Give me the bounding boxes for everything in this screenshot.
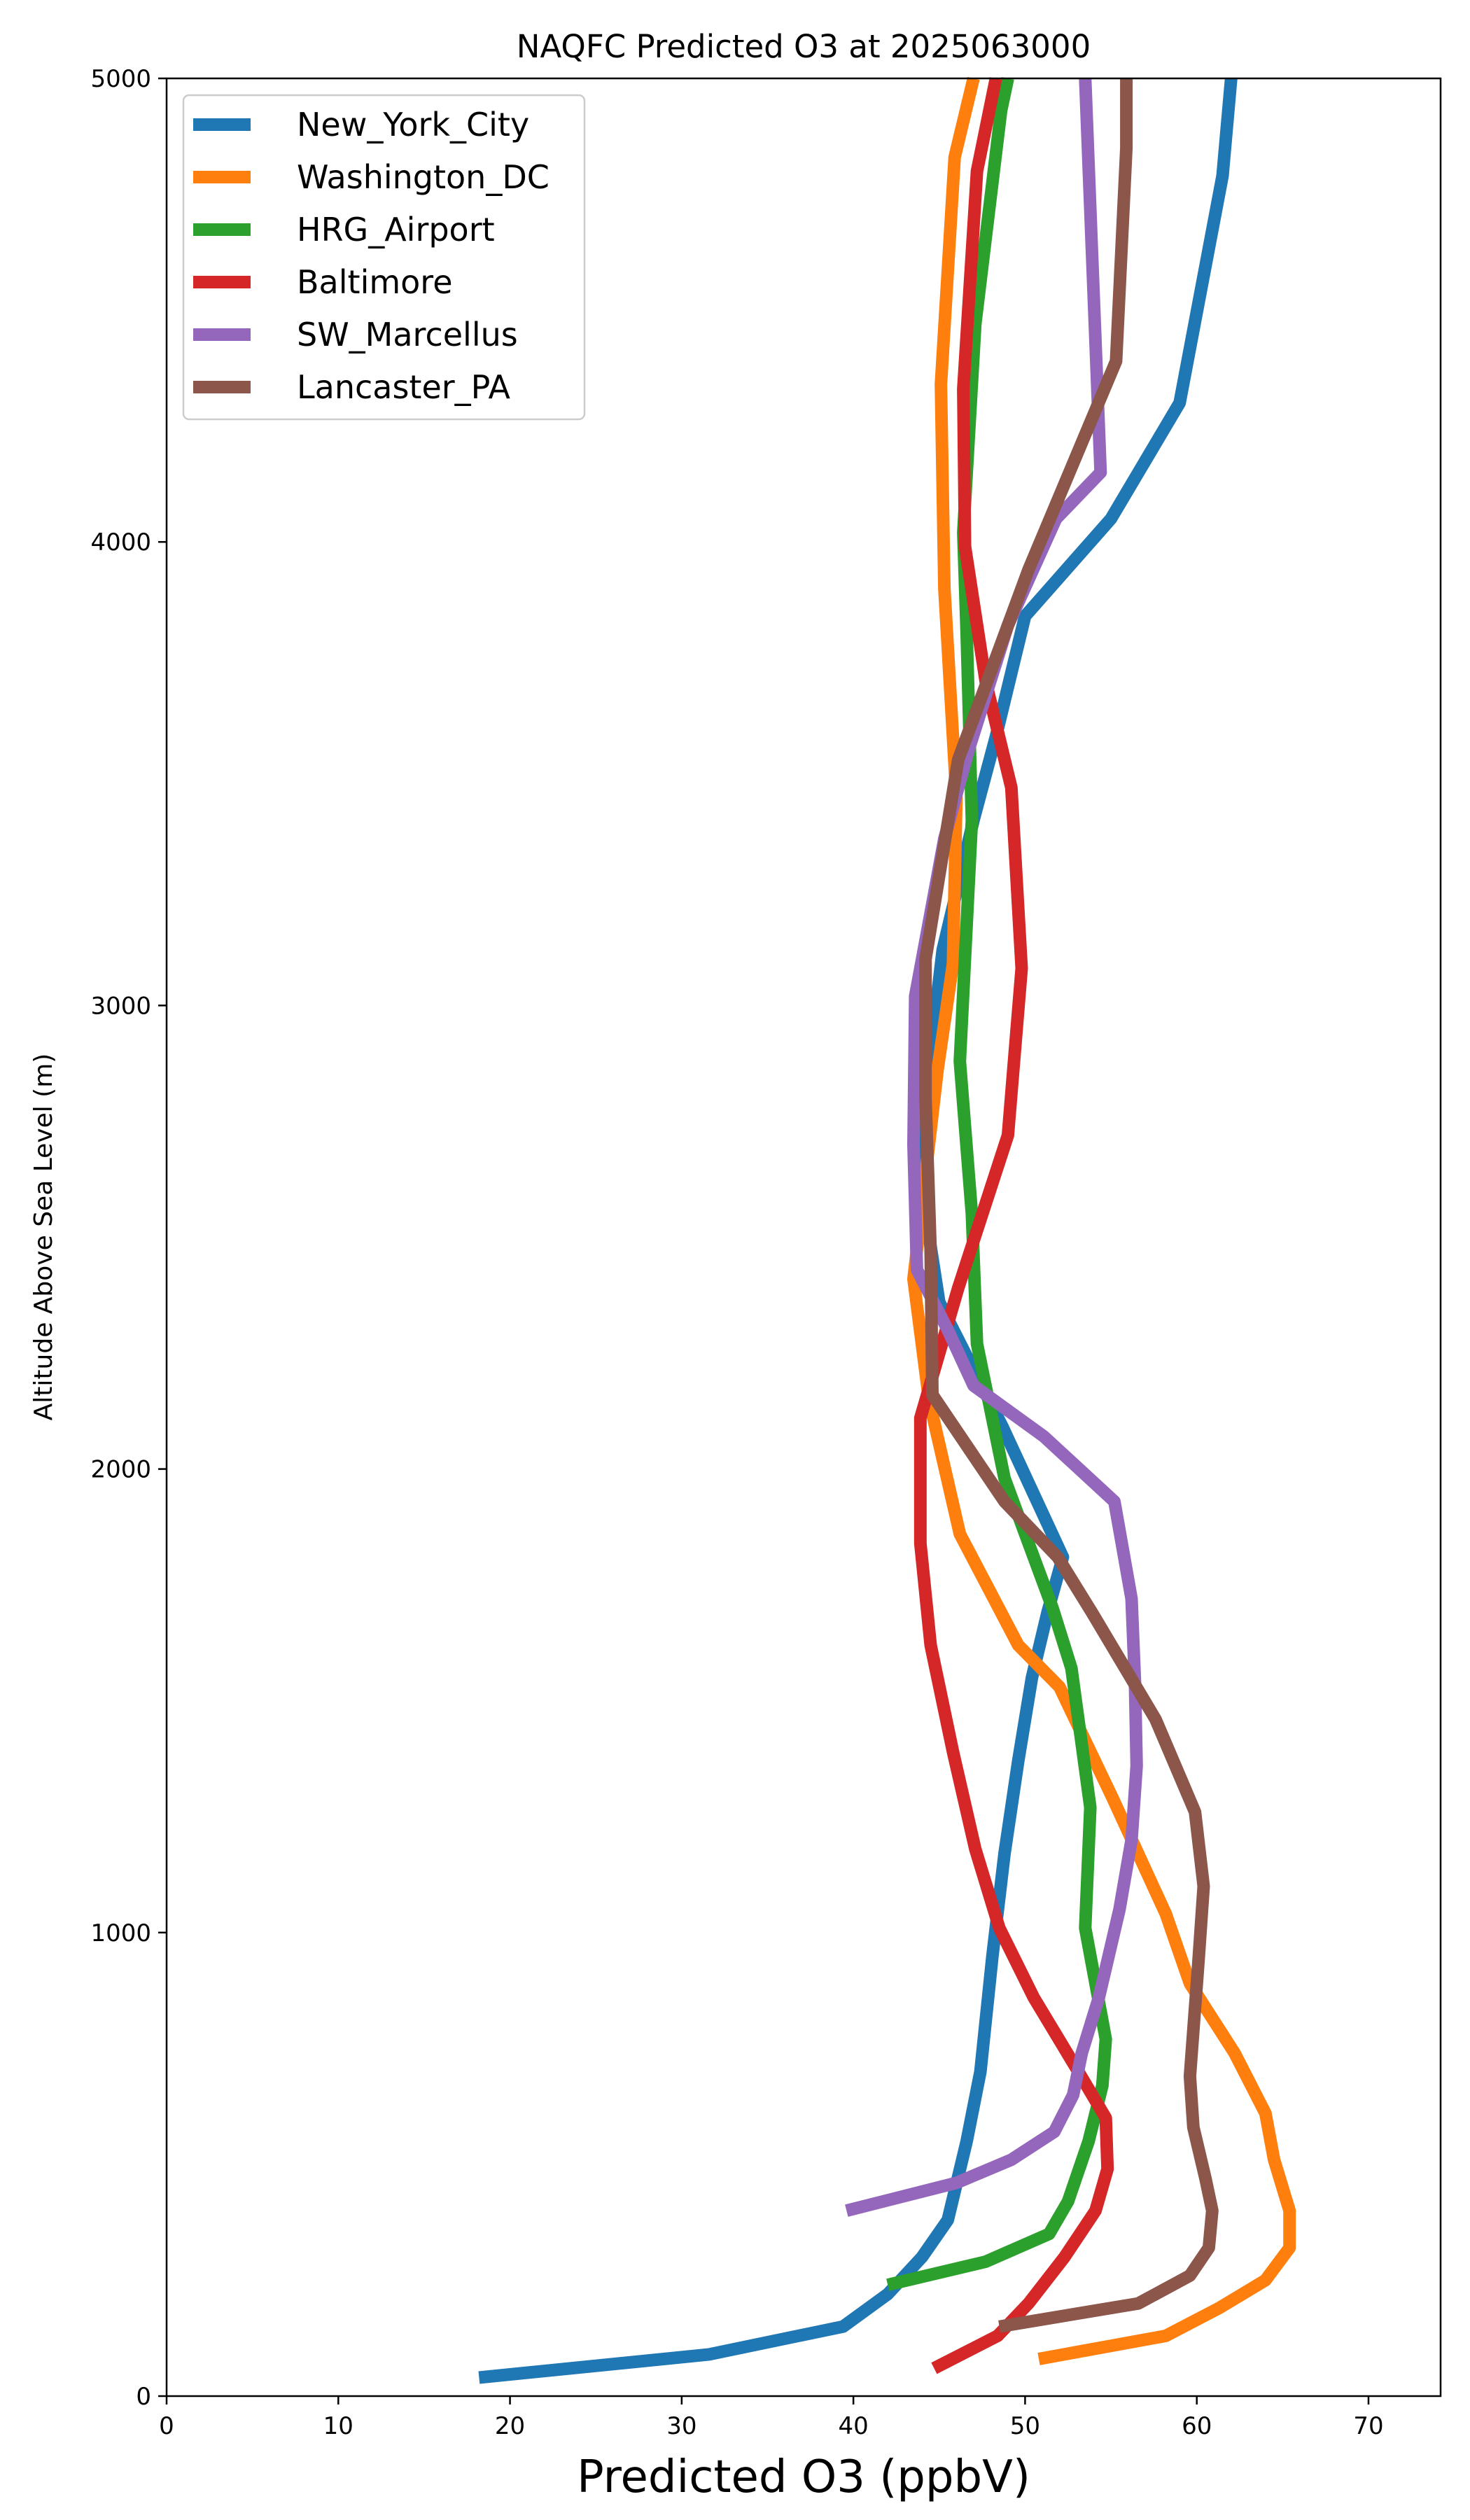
legend-label: HRG_Airport: [297, 211, 495, 248]
x-tick-label: 10: [323, 2412, 354, 2440]
legend-label: Baltimore: [297, 263, 453, 301]
series-line-baltimore: [913, 77, 1114, 2374]
x-tick-label: 50: [1010, 2412, 1040, 2440]
plot-frame: [165, 77, 1442, 2398]
x-tick-label: 40: [838, 2412, 868, 2440]
x-axis: 0 10 20 30 40 50 60 70: [159, 2396, 1384, 2440]
y-tick-label: 5000: [90, 65, 151, 93]
y-axis-label: Altitude Above Sea Level (m): [29, 1054, 58, 1421]
x-tick-label: 20: [495, 2412, 525, 2440]
y-tick-label: 1000: [90, 1919, 151, 1947]
x-tick-label: 30: [666, 2412, 696, 2440]
legend: New_York_City Washington_DC HRG_Airport Bal…: [182, 94, 586, 421]
legend-label: Lancaster_PA: [297, 368, 510, 406]
y-tick-label: 2000: [90, 1456, 151, 1484]
y-axis: 0 1000 2000 3000 4000 5000: [90, 65, 167, 2411]
x-axis-label: Predicted O3 (ppbV): [577, 2451, 1030, 2503]
x-tick-label: 0: [159, 2412, 174, 2440]
x-tick-label: 60: [1182, 2412, 1212, 2440]
legend-box: [182, 94, 586, 421]
y-tick-label: 3000: [90, 992, 151, 1020]
chart-title: NAQFC Predicted O3 at 2025063000: [517, 28, 1091, 65]
series-line-lancaster-pa: [919, 78, 1219, 2333]
series-line-new-york-city: [478, 78, 1238, 2384]
y-tick-label: 0: [136, 2383, 151, 2411]
y-tick-label: 4000: [90, 528, 151, 556]
x-tick-label: 70: [1353, 2412, 1383, 2440]
legend-label: New_York_City: [297, 106, 529, 144]
legend-label: Washington_DC: [297, 158, 550, 196]
legend-label: SW_Marcellus: [297, 316, 518, 354]
series-layer: [478, 76, 1296, 2384]
